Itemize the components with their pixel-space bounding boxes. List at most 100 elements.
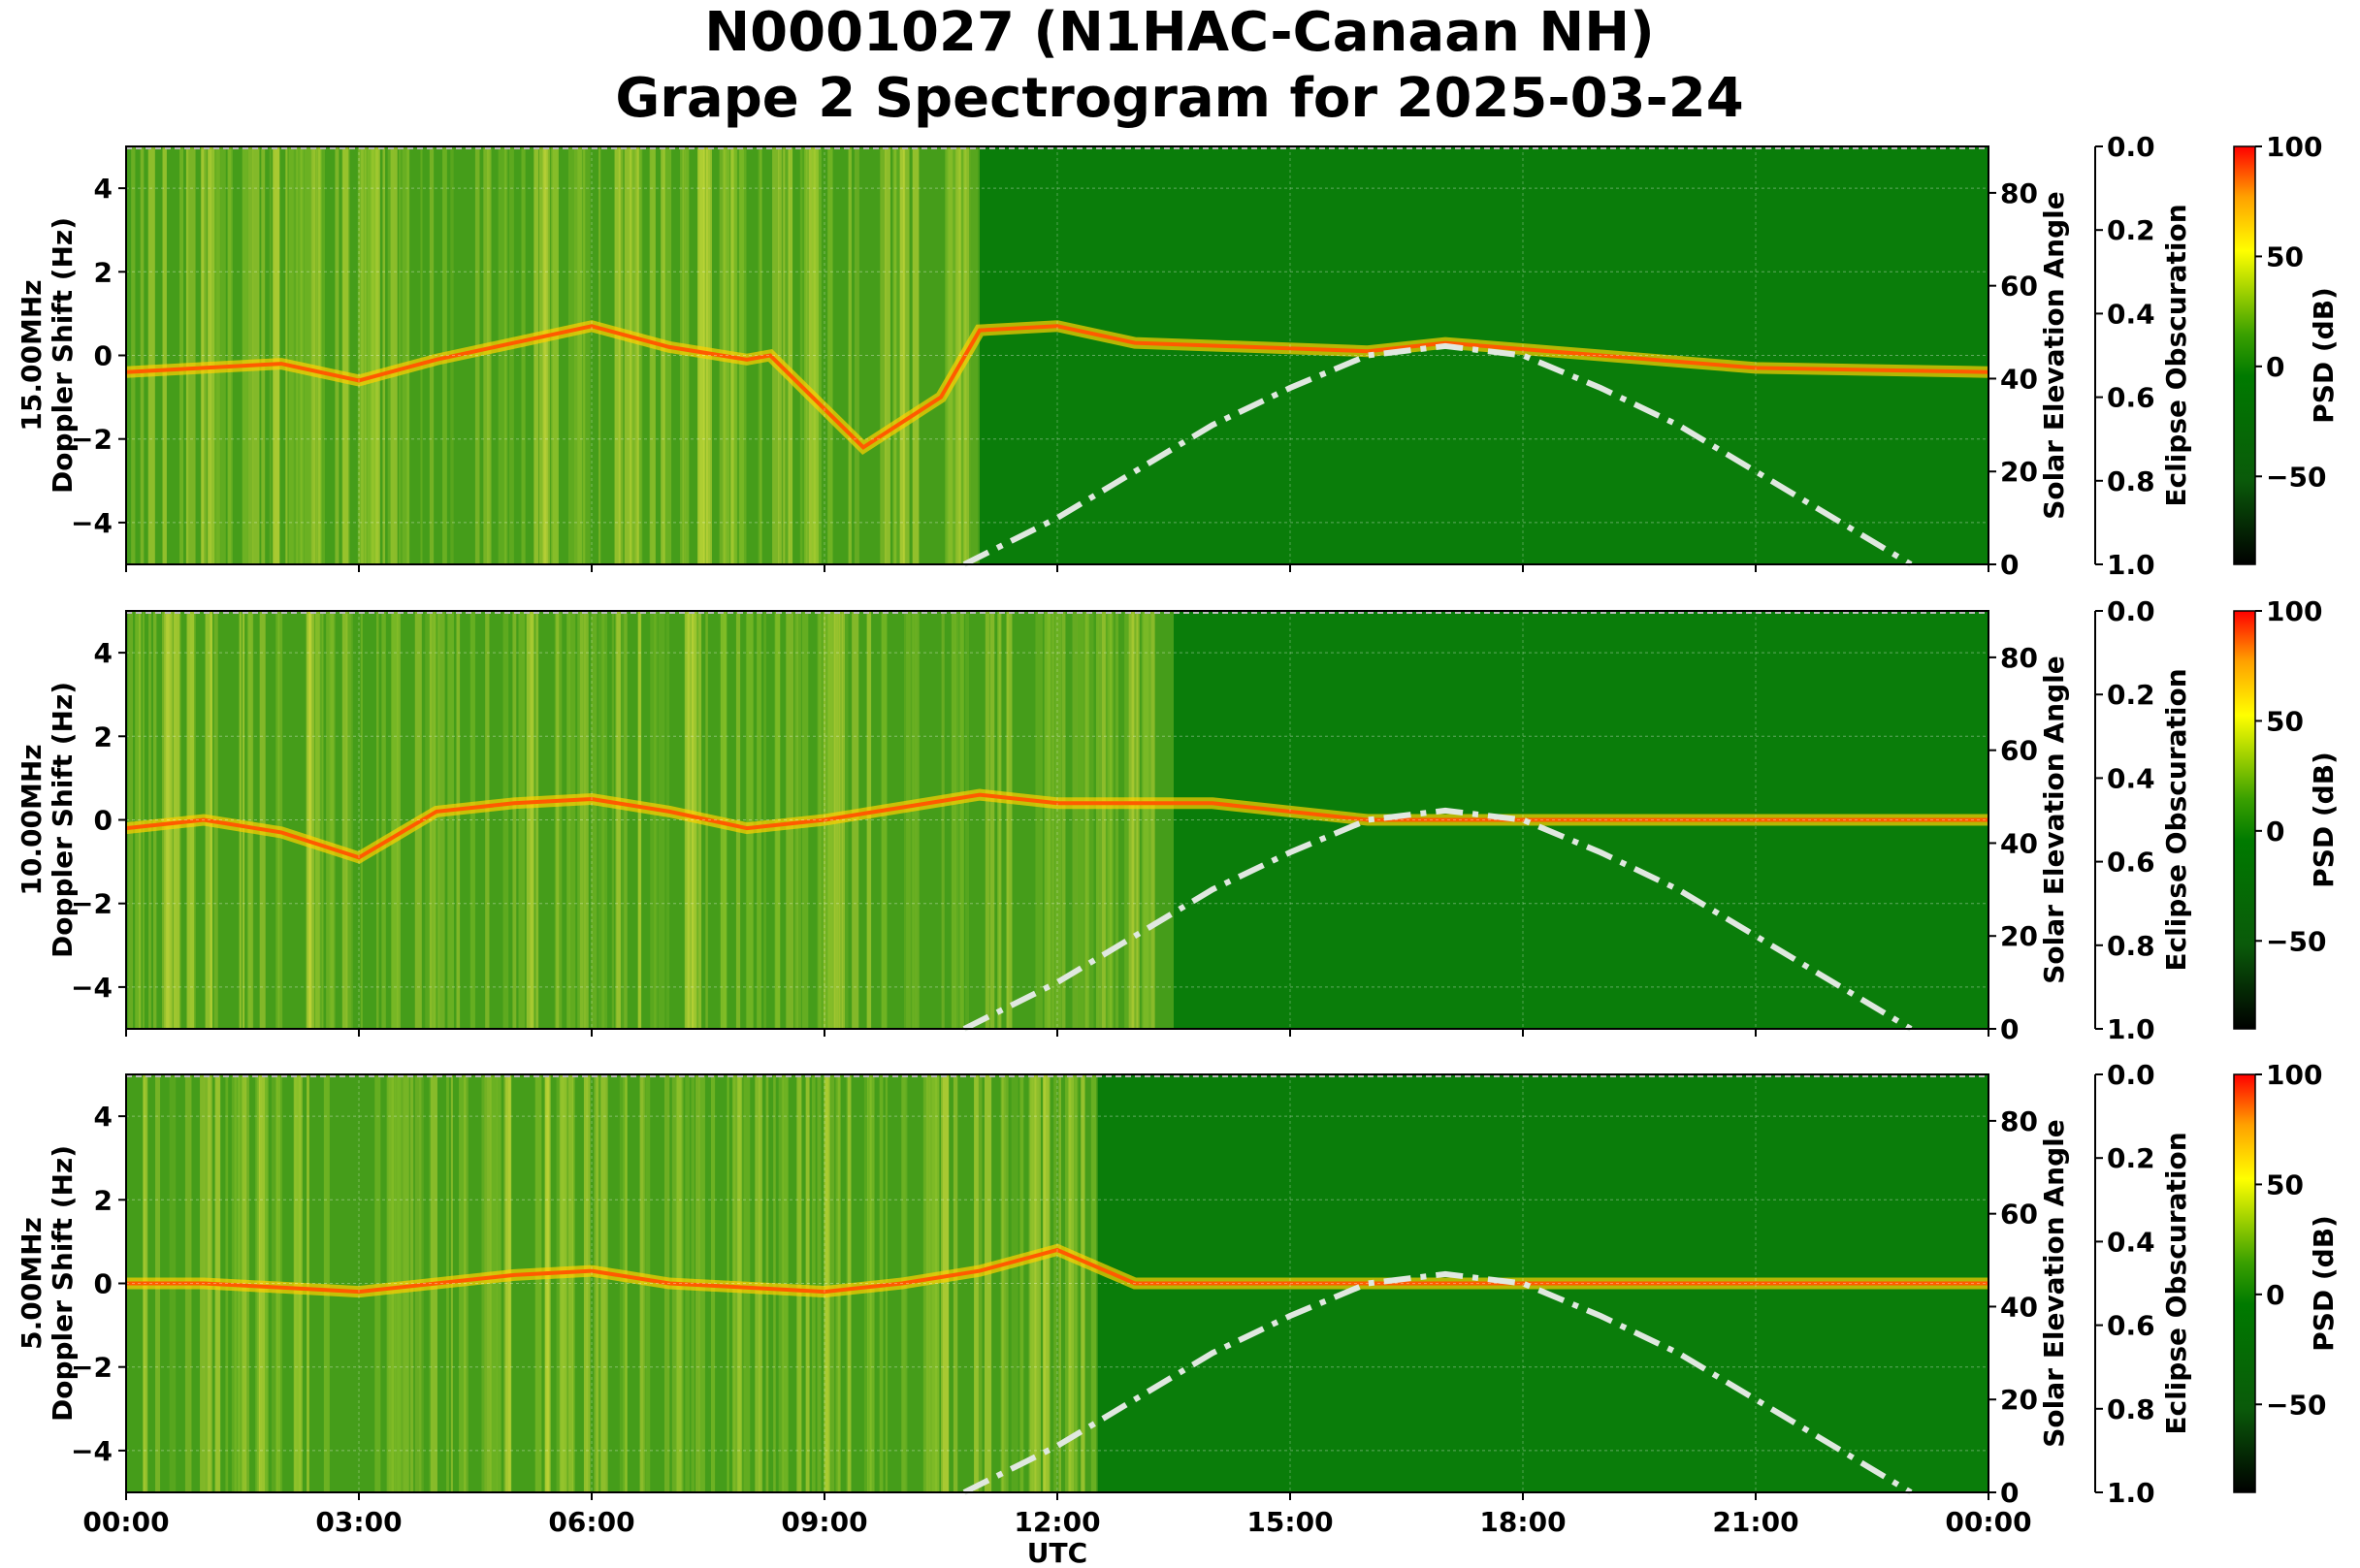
spectral-streak [1006,611,1010,1029]
x-tick-label: 09:00 [781,1506,867,1538]
spectral-streak [1043,1074,1050,1492]
x-tick-label: 03:00 [315,1506,402,1538]
y-tick-label: −2 [71,424,113,456]
spectral-streak [544,1074,549,1492]
spectral-streak [951,611,956,1029]
spectral-streak [364,146,370,564]
solar-elevation-axis-label: Solar Elevation Angle [2038,656,2070,983]
spectral-streak [941,611,945,1029]
spectral-streak [811,146,819,564]
spectral-streak [594,1074,598,1492]
spectral-streak [512,611,517,1029]
spectral-streak [783,146,786,564]
spectral-streak [649,146,656,564]
y-tick-label: 4 [94,1101,113,1133]
eclipse-tick-label: 0.0 [2107,595,2155,627]
spectrogram-panel: 420−2−415.00MHz Doppler Shift (Hz)8060402… [16,131,2340,581]
spectral-streak [583,146,586,564]
y-tick-label: −4 [71,972,113,1004]
spectral-streak [274,146,280,564]
spectral-streak [142,611,145,1029]
y2-tick-label: 0 [2000,549,2019,581]
y2-tick-label: 60 [2000,1199,2038,1231]
carrier-doppler-trace [126,1247,1988,1295]
y-tick-label: −2 [71,1352,113,1384]
spectral-streak [583,1074,588,1492]
solar-elevation-curve [962,1270,1913,1495]
spectral-streak [637,611,641,1029]
y2-tick-label: 0 [2000,1477,2019,1509]
spectral-streak [1000,1074,1006,1492]
spectral-streak [974,1074,979,1492]
spectral-streak [601,611,608,1029]
spectral-streak [309,611,314,1029]
colorbar [2233,610,2256,1030]
spectral-streak [239,611,242,1029]
spectral-streak [321,611,324,1029]
spectral-streak [360,611,363,1029]
spectral-streak [1058,1074,1062,1492]
y-tick-label: −4 [71,507,113,539]
spectral-streak [746,611,754,1029]
spectral-streak [622,146,625,564]
spectral-streak [584,611,589,1029]
x-axis-label: UTC [1027,1537,1087,1564]
spectral-streak [1051,611,1055,1029]
y-tick-label: 4 [94,637,113,669]
spectral-streak [797,1074,802,1492]
spectral-streak [1047,611,1052,1029]
spectral-streak [566,611,570,1029]
spectral-streak [591,611,598,1029]
spectral-streak [357,146,362,564]
eclipse-tick-label: 0.0 [2107,1059,2155,1091]
y-tick-label: 4 [94,173,113,205]
spectral-streak [220,146,226,564]
spectral-streak [817,146,822,564]
spectral-streak [1090,1074,1098,1492]
spectral-streak [530,611,535,1029]
spectral-streak [803,146,808,564]
spectral-streak [402,146,409,564]
spectral-streak [880,146,887,564]
y2-tick-label: 60 [2000,271,2038,303]
spectral-streak [965,611,969,1029]
colorbar [2233,145,2256,565]
spectral-streak [630,146,638,564]
spectral-streak [538,146,547,564]
spectral-streak [269,146,272,564]
spectral-streak [381,611,386,1029]
spectral-streak [318,611,321,1029]
eclipse-tick-label: 0.6 [2107,1310,2155,1342]
spectral-streak [614,146,621,564]
spectral-streak [912,146,920,564]
spectral-streak [331,611,335,1029]
spectral-streak [390,146,398,564]
spectral-streak [636,146,639,564]
spectral-streak [487,146,492,564]
spectral-streak [1072,611,1078,1029]
y-tick-label: 2 [94,256,113,288]
spectral-streak [947,146,951,564]
eclipse-tick-label: 0.2 [2107,214,2155,246]
spectral-streak [854,146,859,564]
band-label: 15.00MHz [16,279,48,431]
spectral-streak [1028,1074,1037,1492]
spectral-streak [638,146,642,564]
spectral-streak [135,611,141,1029]
spectral-streak [1081,1074,1085,1492]
eclipse-tick-label: 0.8 [2107,465,2155,497]
spectral-streak [162,146,167,564]
spectral-streak [912,611,917,1029]
spectral-streak [434,611,440,1029]
spectral-streak [335,146,339,564]
spectral-streak [314,611,319,1029]
spectral-streak [398,146,402,564]
spectral-streak [1136,611,1140,1029]
spectral-streak [526,611,533,1029]
spectral-streak [892,146,896,564]
spectral-streak [577,611,584,1029]
spectral-streak [406,146,410,564]
y-tick-label: −4 [71,1435,113,1467]
spectral-streak [288,146,294,564]
spectral-streak [293,146,298,564]
